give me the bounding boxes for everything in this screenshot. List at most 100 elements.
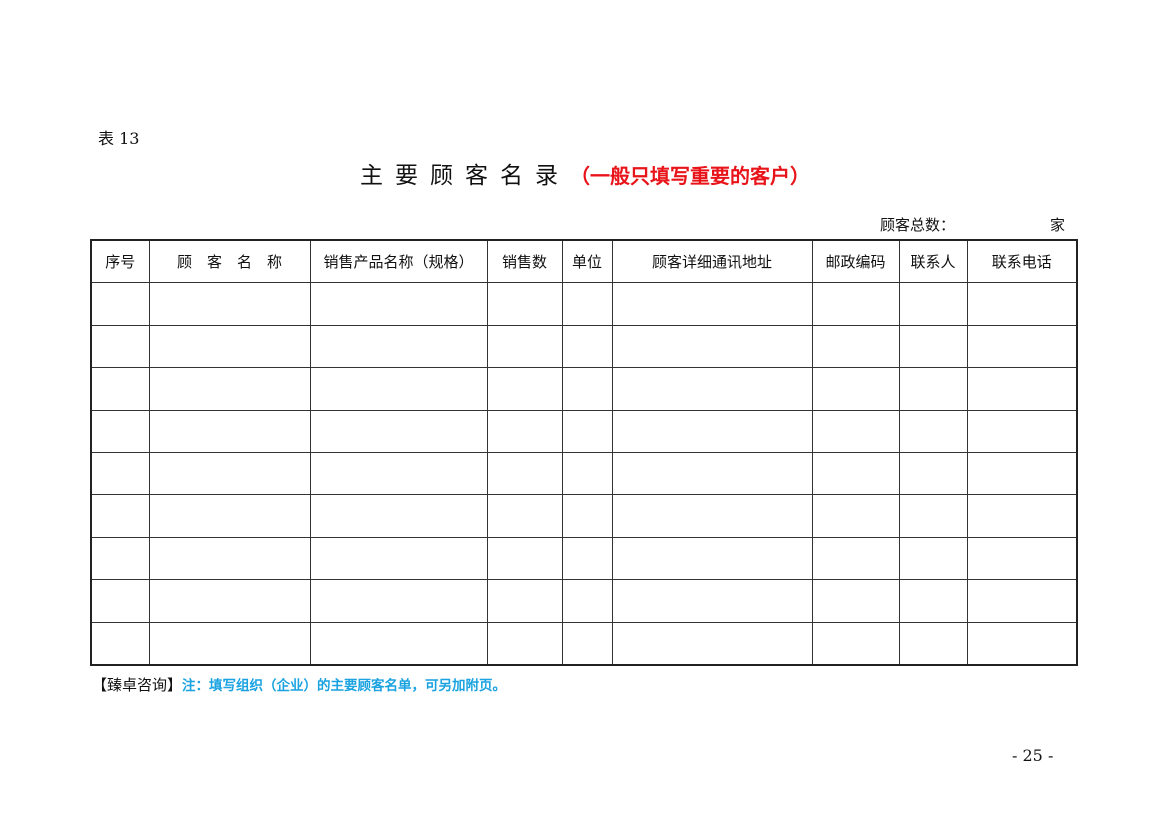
table-cell[interactable] [611,367,813,411]
table-cell[interactable] [898,324,968,369]
table-cell[interactable] [90,282,150,326]
table-row [90,494,1078,538]
table-cell[interactable] [611,494,813,538]
table-cell[interactable] [966,409,1078,453]
table-cell[interactable] [486,621,563,666]
table-cell[interactable] [561,409,613,453]
table-cell[interactable] [90,536,150,581]
col-header: 联系电话 [966,239,1078,284]
table-cell[interactable] [486,494,563,538]
table-cell[interactable] [898,536,968,581]
table-cell[interactable] [966,621,1078,666]
col-header: 序号 [90,239,150,284]
table-cell[interactable] [811,409,900,453]
table-cell[interactable] [486,409,563,453]
table-cell[interactable] [486,451,563,496]
table-cell[interactable] [966,536,1078,581]
table-cell[interactable] [898,282,968,326]
table-cell[interactable] [148,367,311,411]
table-row [90,579,1078,623]
customer-count: 顾客总数： 家 [880,214,1065,235]
table-row [90,621,1078,666]
table-cell[interactable] [486,536,563,581]
table-cell[interactable] [561,536,613,581]
table-cell[interactable] [486,324,563,369]
table-cell[interactable] [811,282,900,326]
table-cell[interactable] [90,451,150,496]
table-cell[interactable] [611,579,813,623]
table-cell[interactable] [148,282,311,326]
table-cell[interactable] [811,367,900,411]
table-cell[interactable] [486,282,563,326]
table-cell[interactable] [561,324,613,369]
table-cell[interactable] [90,367,150,411]
table-cell[interactable] [898,367,968,411]
table-cell[interactable] [811,536,900,581]
table-cell[interactable] [309,536,488,581]
table-cell[interactable] [309,367,488,411]
table-cell[interactable] [811,579,900,623]
table-cell[interactable] [148,621,311,666]
table-cell[interactable] [148,324,311,369]
table-cell[interactable] [309,282,488,326]
table-cell[interactable] [966,494,1078,538]
table-cell[interactable] [611,621,813,666]
table-cell[interactable] [898,579,968,623]
page-number: - 25 - [1012,746,1054,765]
table-row [90,367,1078,411]
table-row [90,409,1078,453]
table-cell[interactable] [486,367,563,411]
table-cell[interactable] [148,494,311,538]
table-cell[interactable] [966,367,1078,411]
table-cell[interactable] [561,494,613,538]
table-cell[interactable] [309,324,488,369]
table-label: 表 13 [98,129,140,148]
title-main: 主要顾客名录 [360,163,570,189]
table-cell[interactable] [148,536,311,581]
col-header: 销售产品名称（规格） [309,239,488,284]
table-cell[interactable] [486,579,563,623]
table-cell[interactable] [148,579,311,623]
table-cell[interactable] [309,621,488,666]
table-cell[interactable] [966,324,1078,369]
table-cell[interactable] [966,579,1078,623]
table-cell[interactable] [309,451,488,496]
customer-table: 序号 顾 客 名 称 销售产品名称（规格） 销售数 单位 顾客详细通讯地址 邮政… [90,239,1078,666]
table-cell[interactable] [90,409,150,453]
table-cell[interactable] [611,451,813,496]
table-cell[interactable] [898,621,968,666]
table-cell[interactable] [611,536,813,581]
table-cell[interactable] [811,451,900,496]
table-cell[interactable] [561,282,613,326]
col-header: 销售数 [486,239,563,284]
table-cell[interactable] [611,282,813,326]
table-cell[interactable] [561,579,613,623]
table-cell[interactable] [148,409,311,453]
table-cell[interactable] [90,579,150,623]
table-cell[interactable] [148,451,311,496]
table-cell[interactable] [611,324,813,369]
table-cell[interactable] [90,621,150,666]
table-cell[interactable] [966,282,1078,326]
customer-count-label: 顾客总数： [880,216,956,234]
col-header: 联系人 [898,239,968,284]
table-cell[interactable] [898,494,968,538]
table-cell[interactable] [966,451,1078,496]
col-header: 单位 [561,239,613,284]
table-cell[interactable] [561,451,613,496]
table-row [90,536,1078,581]
table-cell[interactable] [309,579,488,623]
table-cell[interactable] [90,494,150,538]
table-cell[interactable] [811,621,900,666]
table-cell[interactable] [561,621,613,666]
table-cell[interactable] [309,409,488,453]
col-header: 顾 客 名 称 [148,239,311,284]
table-cell[interactable] [309,494,488,538]
table-cell[interactable] [611,409,813,453]
table-cell[interactable] [898,409,968,453]
table-cell[interactable] [811,494,900,538]
table-cell[interactable] [90,324,150,369]
table-cell[interactable] [898,451,968,496]
table-cell[interactable] [811,324,900,369]
table-cell[interactable] [561,367,613,411]
